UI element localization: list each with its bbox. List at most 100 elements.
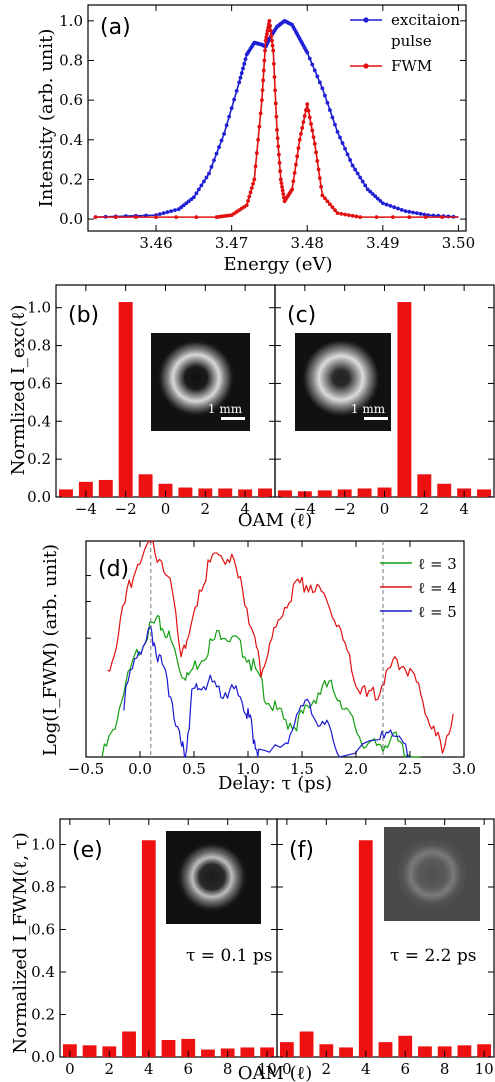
- bar-f-0: [279, 1042, 294, 1057]
- series-point-a-1: [350, 213, 355, 218]
- ytick-label-b-4: 0.8: [27, 337, 51, 355]
- ytick-label-a-4: 0.8: [59, 52, 83, 70]
- panel-e: 0 2 4 6 8 10 0.0 0.2 0.4 0.6 0.8 1.0 (e) τ = 0.1 ps…: [10, 818, 312, 1082]
- panel-e-label: (e): [72, 838, 103, 863]
- inset-c-donut-beam: [301, 338, 381, 418]
- xtick-label-f-1: 2: [322, 1060, 332, 1078]
- series-point-a-0: [191, 195, 196, 200]
- series-point-a-0: [238, 75, 243, 80]
- bar-f-3: [339, 1047, 353, 1057]
- inset-b-scale-label: 1 mm: [208, 402, 243, 416]
- ytick-label-b-1: 0.2: [27, 450, 51, 468]
- bar-e-6: [181, 1038, 196, 1057]
- xtick-label-a-4: 3.50: [442, 234, 475, 252]
- panel-c-label: (c): [287, 303, 316, 328]
- series-point-a-1: [253, 164, 258, 169]
- ytick-label-b-2: 0.4: [27, 412, 51, 430]
- series-point-a-1: [273, 101, 278, 106]
- xtick-label-b-2: 0: [161, 500, 171, 518]
- series-point-a-1: [271, 61, 276, 66]
- xtick-label-a-0: 3.46: [139, 234, 172, 252]
- series-point-a-0: [378, 199, 383, 203]
- series-point-a-0: [204, 175, 209, 180]
- series-point-a-0: [229, 106, 234, 110]
- series-point-a-0: [209, 165, 214, 169]
- inset-c-scale-bar: [364, 417, 388, 420]
- xtick-label-e-2: 4: [144, 1060, 154, 1078]
- series-point-a-0: [388, 203, 393, 208]
- xtick-label-d-2: 0.5: [182, 760, 206, 778]
- xtick-label-b-1: −2: [115, 500, 137, 518]
- xtick-label-d-0: −0.5: [68, 760, 104, 778]
- xtick-label-d-1: 0.0: [128, 760, 152, 778]
- series-point-a-1: [423, 215, 428, 220]
- series-point-a-1: [268, 23, 272, 28]
- series-point-a-0: [340, 141, 345, 146]
- panel-f-label: (f): [289, 838, 314, 863]
- xtick-label-b-0: −4: [75, 500, 97, 518]
- series-point-a-0: [368, 189, 373, 194]
- series-point-a-0: [232, 97, 237, 102]
- ytick-label-e-4: 0.8: [31, 878, 55, 896]
- panel-d-ylabel: Log(I_FWM) (arb. unit): [40, 544, 61, 756]
- inset-b-donut-beam: [156, 338, 236, 418]
- series-point-a-1: [290, 187, 295, 192]
- series-point-a-1: [93, 215, 98, 220]
- series-point-a-0: [242, 61, 247, 66]
- series-point-a-1: [320, 193, 325, 198]
- bar-c-1: [397, 302, 412, 497]
- series-point-a-1: [333, 208, 337, 213]
- inset-f-faint-ring: [396, 838, 468, 910]
- xtick-label-a-3: 3.49: [366, 234, 399, 252]
- bar-e-5: [161, 1040, 176, 1057]
- bar-f-5: [378, 1042, 393, 1057]
- series-point-a-0: [348, 158, 352, 162]
- series-point-a-0: [219, 138, 224, 143]
- series-point-a-1: [440, 215, 444, 220]
- series-point-a-0: [222, 131, 226, 136]
- series-point-a-0: [224, 123, 229, 128]
- panel-b-inset-image: 1 mm: [151, 333, 250, 431]
- ytick-label-e-5: 1.0: [31, 836, 55, 854]
- series-point-a-0: [169, 209, 174, 214]
- series-point-a-1: [319, 184, 323, 189]
- series-point-a-1: [279, 181, 284, 185]
- ytick-label-a-1: 0.2: [59, 170, 83, 188]
- series-line-a-1: [95, 20, 459, 218]
- series-point-a-0: [418, 211, 423, 216]
- xtick-label-e-0: 0: [65, 1060, 75, 1078]
- xtick-label-c-2: 0: [380, 500, 390, 518]
- series-point-a-1: [251, 181, 255, 186]
- ytick-label-e-2: 0.4: [31, 963, 55, 981]
- series-point-a-1: [307, 115, 312, 120]
- series-point-a-1: [358, 215, 363, 220]
- series-point-a-1: [249, 186, 254, 190]
- series-point-a-1: [294, 162, 298, 167]
- legend-marker-excitation: [363, 17, 369, 23]
- series-point-a-1: [316, 167, 321, 172]
- series-point-a-1: [248, 190, 253, 195]
- panel-f-inset-image: [384, 827, 480, 921]
- series-point-a-0: [392, 205, 397, 210]
- panel-e-annotation: τ = 0.1 ps: [186, 946, 273, 966]
- series-point-a-0: [161, 211, 166, 216]
- panel-bc-xlabel: OAM (ℓ): [238, 510, 313, 531]
- series-point-a-0: [196, 187, 201, 192]
- ytick-label-a-0: 0.0: [59, 210, 83, 228]
- series-point-a-0: [214, 151, 219, 156]
- bar-c--3: [317, 490, 332, 497]
- panel-b: −4 −2 0 2 4 0.0 0.2 0.4 0.6 0.8 1.0 (b) 1 mm Norml…: [8, 284, 276, 518]
- series-point-a-0: [384, 202, 389, 207]
- panel-d-frame: [85, 540, 465, 758]
- bar-f-4: [358, 840, 373, 1057]
- series-point-a-0: [234, 89, 239, 93]
- panel-c: −4 −2 0 2 4 (c) 1 mm: [274, 284, 495, 518]
- series-point-a-0: [355, 171, 360, 176]
- inset-b-scale-bar: [221, 417, 245, 420]
- series-point-a-1: [280, 184, 284, 189]
- xtick-label-f-0: 0: [282, 1060, 292, 1078]
- series-point-a-0: [350, 163, 355, 168]
- bar-f-6: [398, 1035, 413, 1057]
- bar-c-3: [437, 483, 452, 497]
- series-point-a-1: [278, 169, 283, 174]
